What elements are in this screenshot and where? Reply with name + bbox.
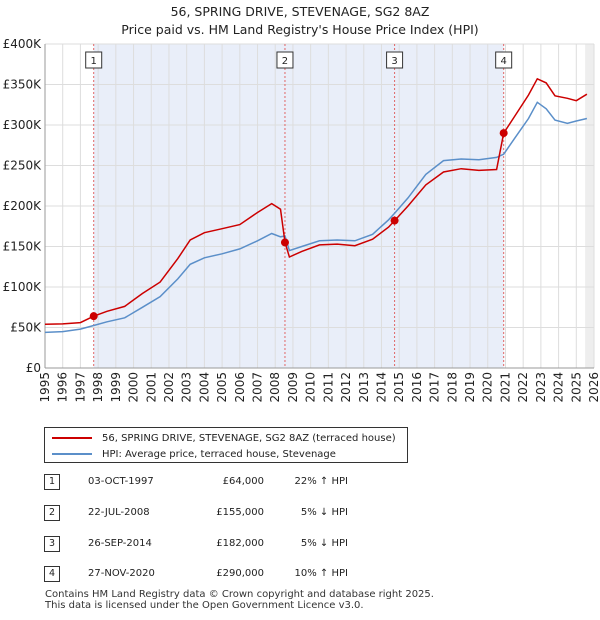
sale-row: 4 27-NOV-2020 £290,000 10% ↑ HPI bbox=[44, 566, 464, 584]
x-tick-label: 1996 bbox=[56, 372, 70, 403]
legend-property: 56, SPRING DRIVE, STEVENAGE, SG2 8AZ (te… bbox=[52, 431, 396, 445]
x-tick-label: 2003 bbox=[180, 372, 194, 403]
footer-copyright: Contains HM Land Registry data © Crown c… bbox=[45, 589, 434, 600]
sale-number: 2 bbox=[44, 505, 60, 521]
x-tick-label: 2011 bbox=[321, 372, 335, 403]
sale-date: 03-OCT-1997 bbox=[88, 476, 154, 487]
x-tick-label: 2009 bbox=[286, 372, 300, 403]
x-tick-label: 2006 bbox=[233, 372, 247, 403]
x-tick-label: 2017 bbox=[428, 372, 442, 403]
sale-hpi-diff: 5% ↓ HPI bbox=[300, 538, 348, 549]
series-line bbox=[44, 77, 588, 326]
x-tick-label: 2021 bbox=[498, 372, 512, 403]
chart-title: 56, SPRING DRIVE, STEVENAGE, SG2 8AZ bbox=[170, 4, 430, 19]
sale-price: £290,000 bbox=[216, 568, 264, 579]
y-tick-label: £350K bbox=[3, 78, 43, 92]
sale-number: 3 bbox=[44, 536, 60, 552]
x-tick-label: 2018 bbox=[445, 372, 459, 403]
x-tick-label: 2020 bbox=[481, 372, 495, 403]
price-chart: £0 £50K £100K £150K £200K £250K £300K £350K £400… bbox=[3, 37, 600, 403]
sale-hpi-diff: 22% ↑ HPI bbox=[294, 476, 348, 487]
sale-hpi-diff: 5% ↓ HPI bbox=[300, 507, 348, 518]
x-tick-label: 1998 bbox=[91, 372, 105, 403]
sale-price: £64,000 bbox=[222, 476, 264, 487]
x-tick-label: 2012 bbox=[339, 372, 353, 403]
legend-hpi-label: HPI: Average price, terraced house, Stev… bbox=[102, 448, 336, 460]
x-tick-label: 2002 bbox=[162, 372, 176, 403]
sale-marker-label: 1 bbox=[91, 56, 97, 67]
sale-marker-label: 3 bbox=[391, 56, 397, 67]
legend-property-swatch bbox=[52, 437, 92, 439]
sale-date: 26-SEP-2014 bbox=[88, 538, 152, 549]
x-tick-label: 1995 bbox=[38, 372, 52, 403]
y-tick-label: £100K bbox=[3, 280, 43, 294]
sale-point bbox=[280, 238, 289, 247]
sale-date: 22-JUL-2008 bbox=[88, 507, 150, 518]
y-tick-label: £250K bbox=[3, 159, 43, 173]
sale-marker-box bbox=[276, 51, 294, 69]
sale-hpi-diff: 10% ↑ HPI bbox=[294, 568, 348, 579]
sale-point bbox=[89, 312, 98, 321]
y-tick-label: £400K bbox=[3, 37, 43, 51]
x-tick-label: 2001 bbox=[144, 372, 158, 403]
footer-licence: This data is licensed under the Open Gov… bbox=[45, 600, 364, 611]
chart-subtitle: Price paid vs. HM Land Registry's House … bbox=[121, 22, 479, 37]
x-tick-label: 2023 bbox=[534, 372, 548, 403]
x-tick-label: 2015 bbox=[392, 372, 406, 403]
sale-point bbox=[499, 129, 508, 138]
y-tick-label: £200K bbox=[3, 199, 43, 213]
sale-row: 3 26-SEP-2014 £182,000 5% ↓ HPI bbox=[44, 536, 464, 554]
x-tick-label: 2024 bbox=[552, 372, 566, 403]
sale-marker-box bbox=[495, 51, 513, 69]
x-tick-label: 2022 bbox=[516, 372, 530, 403]
x-tick-label: 2016 bbox=[410, 372, 424, 403]
sale-marker-label: 4 bbox=[500, 56, 506, 67]
y-tick-label: £300K bbox=[3, 118, 43, 132]
y-tick-label: £150K bbox=[3, 240, 43, 254]
sale-date: 27-NOV-2020 bbox=[88, 568, 155, 579]
legend-hpi: HPI: Average price, terraced house, Stev… bbox=[52, 447, 336, 461]
x-tick-label: 2026 bbox=[587, 372, 600, 403]
sale-number: 1 bbox=[44, 474, 60, 490]
x-tick-label: 2014 bbox=[374, 372, 388, 403]
x-tick-label: 2019 bbox=[463, 372, 477, 403]
sale-point bbox=[390, 216, 399, 225]
x-tick-label: 2025 bbox=[569, 372, 583, 403]
legend-hpi-swatch bbox=[52, 453, 92, 455]
y-tick-label: £50K bbox=[10, 321, 42, 335]
sale-marker-box bbox=[386, 51, 404, 69]
sale-marker-label: 2 bbox=[282, 56, 288, 67]
sale-number: 4 bbox=[44, 566, 60, 582]
series-line bbox=[44, 101, 588, 334]
x-tick-label: 2000 bbox=[127, 372, 141, 403]
x-tick-label: 2007 bbox=[251, 372, 265, 403]
x-tick-label: 2013 bbox=[357, 372, 371, 403]
sale-price: £182,000 bbox=[216, 538, 264, 549]
y-tick-label: £0 bbox=[26, 361, 41, 375]
footer: Contains HM Land Registry data © Crown c… bbox=[45, 589, 434, 611]
sale-marker-box bbox=[85, 51, 103, 69]
x-tick-label: 1999 bbox=[109, 372, 123, 403]
x-tick-label: 1997 bbox=[73, 372, 87, 403]
legend: 56, SPRING DRIVE, STEVENAGE, SG2 8AZ (te… bbox=[44, 427, 408, 463]
sale-row: 1 03-OCT-1997 £64,000 22% ↑ HPI bbox=[44, 474, 464, 492]
x-tick-label: 2010 bbox=[304, 372, 318, 403]
x-tick-label: 2004 bbox=[197, 372, 211, 403]
x-tick-label: 2005 bbox=[215, 372, 229, 403]
sale-price: £155,000 bbox=[216, 507, 264, 518]
legend-property-label: 56, SPRING DRIVE, STEVENAGE, SG2 8AZ (te… bbox=[102, 432, 396, 444]
sale-row: 2 22-JUL-2008 £155,000 5% ↓ HPI bbox=[44, 505, 464, 523]
x-tick-label: 2008 bbox=[268, 372, 282, 403]
